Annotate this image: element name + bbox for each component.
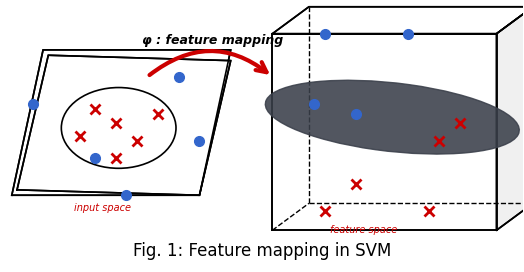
Ellipse shape [265,80,519,154]
Polygon shape [497,7,524,230]
Polygon shape [272,34,497,230]
Text: Fig. 1: Feature mapping in SVM: Fig. 1: Feature mapping in SVM [133,242,391,260]
Polygon shape [17,55,231,195]
Polygon shape [12,50,231,195]
Text: feature space: feature space [330,225,397,235]
Text: input space: input space [74,203,132,213]
FancyArrowPatch shape [149,51,267,75]
Polygon shape [272,7,524,34]
Text: φ : feature mapping: φ : feature mapping [142,35,283,48]
